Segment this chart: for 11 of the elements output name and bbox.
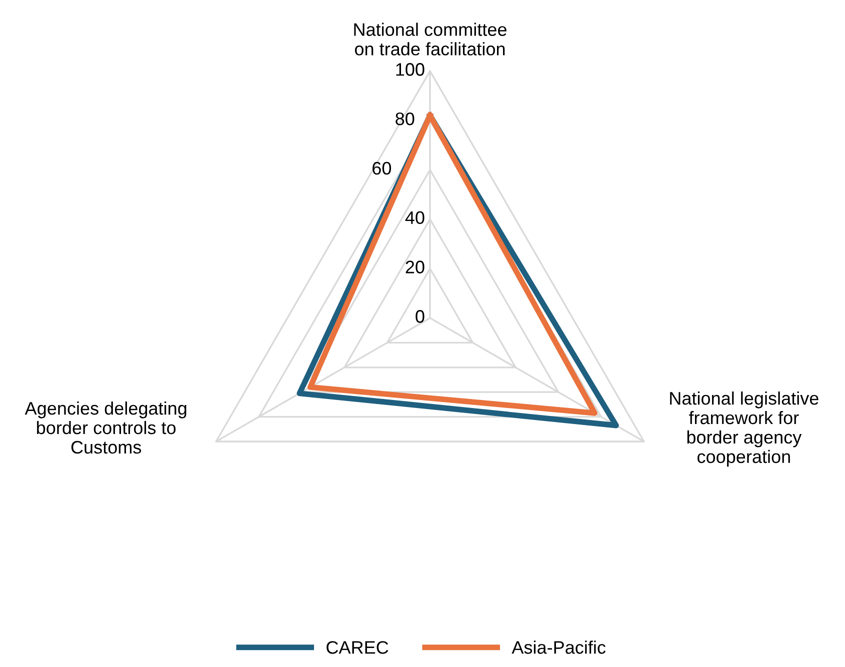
y-tick-label: 60 [372, 162, 392, 175]
spoke-label: National legislative framework for border agency cooperation [670, 392, 818, 467]
legend-label: CAREC [326, 641, 388, 654]
y-tick-label: 0 [416, 310, 424, 323]
y-tick-label: 100 [396, 63, 424, 76]
y-tick-label: 80 [396, 112, 414, 126]
spoke-label: Agencies delegating border controls to Customs [24, 402, 186, 454]
spoke-label: National committee on trade facilitation [354, 22, 506, 56]
y-tick-label: 40 [405, 211, 424, 224]
legend-label: Asia-Pacific [512, 640, 606, 654]
y-tick-label: 20 [406, 260, 424, 274]
